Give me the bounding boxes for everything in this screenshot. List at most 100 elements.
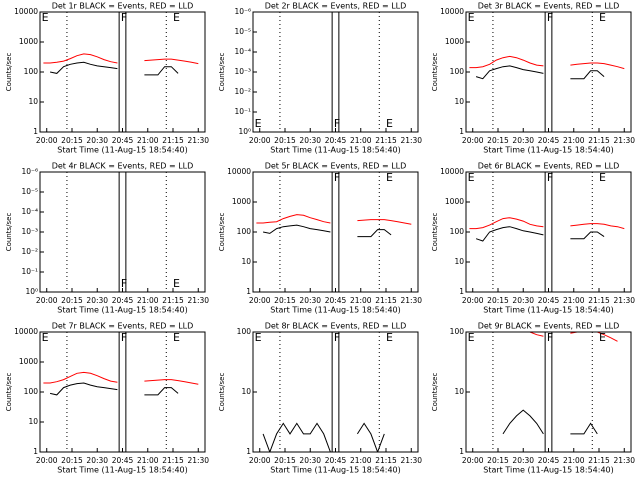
series-line: [49, 61, 179, 76]
series-line: [262, 224, 392, 238]
plot-frame: [465, 11, 632, 133]
panel: Det 4r BLACK = Events, RED = LLD Start Ti…: [5, 162, 209, 315]
plot-frame: [465, 331, 632, 453]
y-tick-label: 10000: [440, 7, 464, 16]
x-tick-label: 21:15: [588, 456, 610, 465]
annotation: F: [547, 331, 553, 344]
y-tick-label: 100: [450, 327, 465, 336]
x-tick-label: 20:45: [538, 296, 560, 305]
annotation: F: [121, 11, 127, 24]
x-tick-label: 21:30: [400, 456, 422, 465]
panel: Det 8r BLACK = Events, RED = LLD Start Ti…: [218, 322, 422, 475]
x-tick-label: 20:30: [86, 136, 108, 145]
y-tick-label: 100: [450, 67, 465, 76]
y-tick-label: 10000: [14, 327, 38, 336]
x-tick-label: 21:15: [162, 296, 184, 305]
y-tick-label: 100: [237, 327, 252, 336]
x-tick-label: 21:00: [563, 296, 585, 305]
x-tick-label: 21:30: [400, 296, 422, 305]
y-tick-label: 10: [241, 257, 251, 266]
annotation: F: [334, 331, 340, 344]
series-line: [475, 226, 605, 242]
x-axis-label: Start Time (11-Aug-15 18:54:40): [57, 466, 188, 475]
y-tick-label: 1: [459, 127, 464, 136]
y-tick-label: 10⁻³: [21, 227, 38, 236]
x-tick-label: 20:15: [274, 456, 296, 465]
y-tick-label: 100: [237, 227, 252, 236]
series-line: [43, 371, 199, 385]
y-tick-label: 10⁻²: [21, 247, 38, 256]
x-tick-label: 20:45: [325, 296, 347, 305]
x-tick-label: 21:30: [613, 456, 635, 465]
x-tick-label: 20:45: [538, 136, 560, 145]
x-tick-label: 20:00: [36, 456, 58, 465]
y-axis-label: Counts/sec: [431, 373, 439, 412]
series-line: [256, 214, 412, 225]
x-tick-label: 20:15: [61, 136, 83, 145]
panel: Det 7r BLACK = Events, RED = LLD Start Ti…: [5, 322, 209, 475]
y-tick-label: 1000: [232, 197, 251, 206]
annotation: E: [599, 331, 606, 344]
y-tick-label: 10⁻⁴: [21, 207, 38, 216]
x-tick-label: 20:00: [249, 296, 271, 305]
panel: Det 9r BLACK = Events, RED = LLD Start Ti…: [431, 322, 635, 475]
x-tick-label: 20:15: [487, 456, 509, 465]
panel: Det 5r BLACK = Events, RED = LLD Start Ti…: [218, 162, 422, 315]
y-tick-label: 10⁻³: [234, 67, 251, 76]
x-axis-label: Start Time (11-Aug-15 18:54:40): [483, 466, 614, 475]
x-tick-label: 20:30: [86, 296, 108, 305]
y-tick-label: 10000: [227, 167, 251, 176]
y-tick-label: 10⁻⁴: [234, 47, 251, 56]
y-axis-label: Counts/sec: [5, 53, 13, 92]
annotation: E: [599, 171, 606, 184]
y-tick-label: 10⁻⁶: [21, 167, 38, 176]
x-tick-label: 20:30: [512, 456, 534, 465]
x-tick-label: 20:45: [112, 456, 134, 465]
panel-title: Det 4r BLACK = Events, RED = LLD: [52, 162, 194, 171]
series-line: [476, 332, 618, 342]
plot-frame: [252, 171, 419, 293]
y-tick-label: 1: [459, 287, 464, 296]
plot-frame: [465, 171, 632, 293]
y-axis-label: Counts/sec: [218, 213, 226, 252]
annotation: F: [547, 11, 553, 24]
panel-title: Det 8r BLACK = Events, RED = LLD: [265, 322, 407, 331]
x-tick-label: 21:00: [563, 456, 585, 465]
x-tick-label: 21:30: [187, 136, 209, 145]
x-tick-label: 20:15: [487, 136, 509, 145]
annotation: E: [255, 331, 262, 344]
annotation: E: [599, 11, 606, 24]
x-tick-label: 20:30: [299, 456, 321, 465]
x-tick-label: 20:30: [299, 296, 321, 305]
y-tick-label: 10000: [14, 7, 38, 16]
y-tick-label: 10⁻⁵: [21, 187, 38, 196]
plot-frame: [252, 331, 419, 453]
x-tick-label: 21:15: [162, 136, 184, 145]
annotation: F: [547, 171, 553, 184]
y-tick-label: 1: [33, 447, 38, 456]
x-tick-label: 20:30: [299, 136, 321, 145]
panel-title: Det 7r BLACK = Events, RED = LLD: [52, 322, 194, 331]
annotation: F: [121, 331, 127, 344]
y-tick-label: 1: [459, 447, 464, 456]
x-tick-label: 20:15: [274, 136, 296, 145]
panel: Det 3r BLACK = Events, RED = LLD Start Ti…: [431, 2, 635, 155]
y-tick-label: 1000: [445, 197, 464, 206]
x-tick-label: 21:30: [613, 136, 635, 145]
panel-title: Det 1r BLACK = Events, RED = LLD: [52, 2, 194, 11]
x-axis-label: Start Time (11-Aug-15 18:54:40): [483, 306, 614, 315]
series-line: [502, 409, 598, 435]
series-line: [43, 53, 199, 65]
annotation: E: [468, 331, 475, 344]
x-tick-label: 21:30: [613, 296, 635, 305]
x-tick-label: 20:00: [462, 456, 484, 465]
annotation: E: [386, 171, 393, 184]
annotation: E: [468, 11, 475, 24]
x-tick-label: 20:15: [61, 296, 83, 305]
x-axis-label: Start Time (11-Aug-15 18:54:40): [270, 146, 401, 155]
y-axis-label: Counts/sec: [5, 213, 13, 252]
y-tick-label: 10⁻¹: [234, 107, 251, 116]
panel-title: Det 2r BLACK = Events, RED = LLD: [265, 2, 407, 11]
x-tick-label: 20:45: [538, 456, 560, 465]
